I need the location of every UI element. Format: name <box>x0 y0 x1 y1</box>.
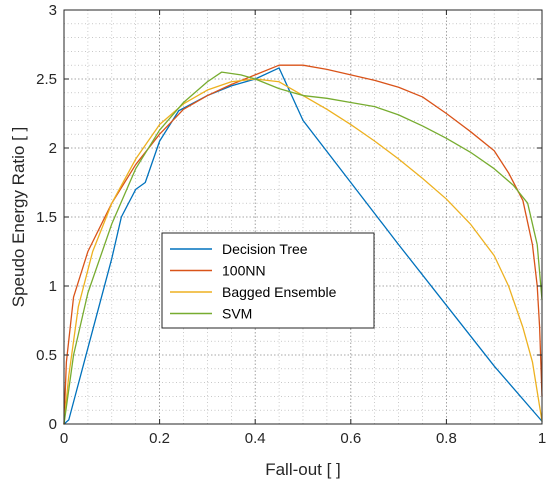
legend: Decision Tree 100NN Bagged Ensemble SVM <box>161 232 375 329</box>
y-tick-label: 1 <box>49 278 57 295</box>
y-tick-label: 2.5 <box>36 71 57 88</box>
legend-label-svm: SVM <box>222 306 252 322</box>
y-tick-label: 0 <box>49 416 57 433</box>
legend-label-decision-tree: Decision Tree <box>222 241 308 257</box>
series-line-svm <box>63 71 543 425</box>
x-tick-label: 1 <box>538 430 546 447</box>
x-tick-label: 0 <box>60 430 68 447</box>
legend-label-bagged-ensemble: Bagged Ensemble <box>222 284 337 300</box>
x-tick-label: 0.6 <box>340 430 361 447</box>
y-tick-label: 0.5 <box>36 347 57 364</box>
y-tick-label: 3 <box>49 2 57 19</box>
x-tick-label: 0.4 <box>245 430 266 447</box>
y-axis-label: Speudo Energy Ratio [ ] <box>9 127 28 308</box>
x-tick-label: 0.2 <box>149 430 170 447</box>
x-axis-label: Fall-out [ ] <box>265 460 341 479</box>
y-tick-label: 2 <box>49 140 57 157</box>
ticks <box>63 9 543 425</box>
y-tick-label: 1.5 <box>36 209 57 226</box>
series-layer <box>63 64 543 425</box>
legend-label-100nn: 100NN <box>222 263 266 279</box>
x-tick-label: 0.8 <box>436 430 457 447</box>
tick-labels: 0 0.2 0.4 0.6 0.8 1 0 0.5 1 1.5 2 2.5 3 <box>36 2 546 447</box>
